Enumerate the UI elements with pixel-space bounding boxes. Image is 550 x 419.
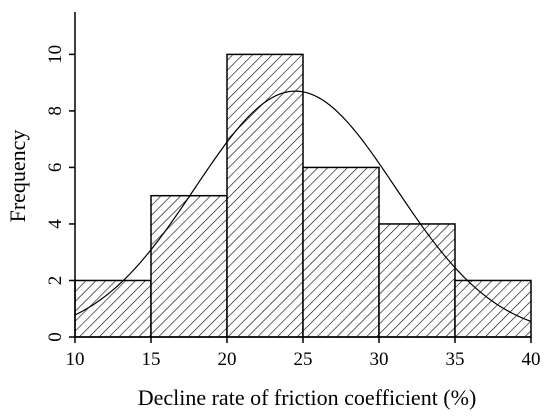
x-axis-title: Decline rate of friction coefficient (%) (138, 385, 477, 410)
y-tick-label: 0 (45, 332, 66, 342)
histogram-bar-25-30 (302, 166, 380, 338)
x-axis-ticks: 10 15 20 25 30 35 40 (66, 337, 541, 370)
y-axis-ticks: 0 2 4 6 8 10 (45, 45, 75, 342)
histogram-bar-30-35 (378, 223, 456, 338)
histogram-bar-20-25 (226, 53, 304, 338)
y-tick-label: 2 (45, 276, 66, 286)
x-tick-label: 20 (218, 349, 237, 370)
x-tick-label: 35 (446, 349, 465, 370)
y-tick-label: 4 (45, 219, 66, 229)
histogram-bar-35-40 (454, 279, 532, 338)
x-tick-label: 30 (370, 349, 389, 370)
y-axis-title: Frequency (5, 130, 30, 223)
x-tick-label: 10 (66, 349, 85, 370)
histogram-bar-15-20 (150, 194, 228, 338)
x-tick-label: 15 (142, 349, 161, 370)
x-tick-label: 40 (522, 349, 541, 370)
y-tick-label: 10 (45, 45, 66, 64)
x-tick-label: 25 (294, 349, 313, 370)
y-tick-label: 8 (45, 106, 66, 116)
y-tick-label: 6 (45, 163, 66, 173)
normal-fit-curve (74, 90, 532, 322)
histogram-bars (74, 53, 532, 338)
